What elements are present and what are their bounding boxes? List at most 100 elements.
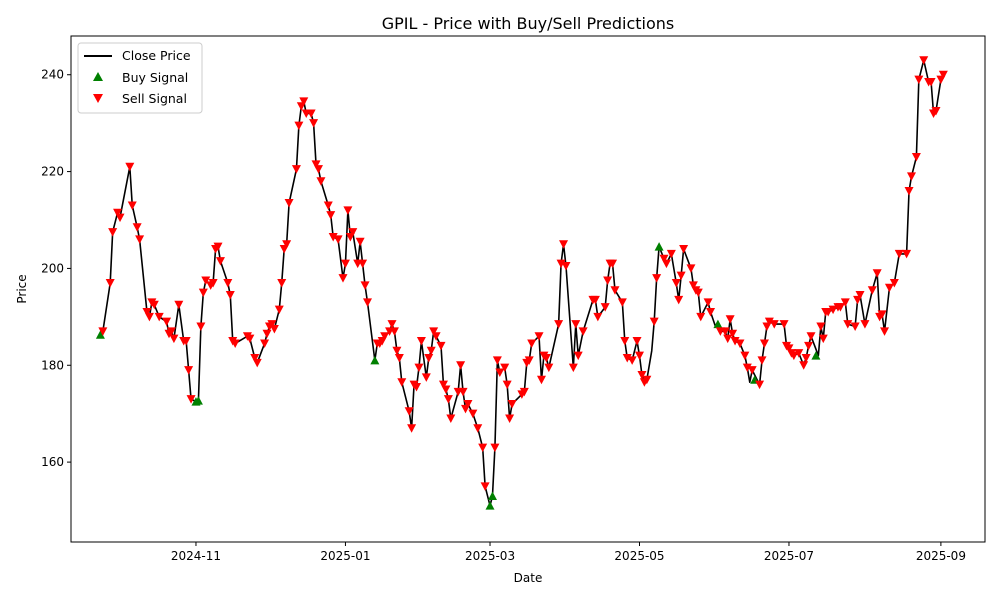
sell-signal-marker <box>938 70 948 80</box>
buy-signal-marker <box>713 319 723 329</box>
sell-signal-marker <box>490 443 500 453</box>
sell-signal-marker <box>414 363 424 373</box>
sell-signal-marker <box>252 358 262 368</box>
sell-signal-marker <box>105 278 115 288</box>
sell-signal-marker <box>463 400 473 409</box>
sell-signal-marker <box>213 242 223 252</box>
sell-signal-marker <box>225 291 235 300</box>
buy-signal-marker <box>485 501 495 510</box>
sell-signal-marker <box>362 298 372 307</box>
sell-signal-marker <box>524 356 534 365</box>
legend-buy-signal-swatch <box>93 72 103 81</box>
sell-signal-marker <box>561 262 571 271</box>
sell-signal-marker <box>676 271 686 281</box>
legend-sell-signal-label: Sell Signal <box>122 91 187 106</box>
y-tick-label: 200 <box>41 261 64 275</box>
sell-signal-marker <box>166 327 176 336</box>
sell-signal-marker <box>343 206 353 215</box>
sell-signal-marker <box>860 320 870 329</box>
y-axis: 160 180 200 220 240 <box>41 68 71 469</box>
sell-signal-marker <box>407 424 417 433</box>
sell-signal-marker <box>608 259 618 269</box>
buy-signal-marker <box>487 491 497 500</box>
sell-signal-marker <box>291 165 301 174</box>
legend-sell-signal-swatch <box>93 94 103 103</box>
sell-signal-marker <box>277 278 287 288</box>
sell-signal-marker <box>473 424 483 433</box>
sell-signal-marker <box>456 361 466 370</box>
sell-signal-marker <box>326 211 336 220</box>
sell-signal-marker <box>804 341 814 351</box>
sell-signal-marker <box>392 346 402 356</box>
sell-signal-marker <box>284 199 294 208</box>
x-axis-label: Date <box>514 571 543 585</box>
sell-signal-marker <box>600 303 610 312</box>
sell-signal-marker <box>784 344 794 353</box>
sell-signal-marker <box>169 334 179 344</box>
sell-signal-marker <box>215 257 225 266</box>
sell-signal-marker <box>671 278 681 288</box>
plot-background <box>71 36 985 542</box>
sell-signal-marker <box>245 334 255 344</box>
sell-signal-marker <box>850 322 860 332</box>
sell-signal-series <box>98 56 948 491</box>
sell-signal-marker <box>436 341 446 351</box>
sell-signal-marker <box>394 354 404 363</box>
sell-signal-marker <box>421 373 431 382</box>
sell-signal-marker <box>311 160 321 169</box>
buy-signal-marker <box>811 351 821 360</box>
sell-signal-marker <box>568 363 578 373</box>
sell-signal-marker <box>747 366 757 375</box>
x-tick-label: 2025-05 <box>614 549 664 563</box>
sell-signal-marker <box>674 295 684 305</box>
legend-box <box>77 42 203 114</box>
sell-signal-marker <box>627 356 637 365</box>
sell-signal-marker <box>536 375 546 385</box>
sell-signal-marker <box>416 337 426 346</box>
sell-signal-marker <box>914 75 924 85</box>
sell-signal-marker <box>877 310 887 319</box>
sell-signal-marker <box>703 298 713 307</box>
x-tick-label: 2024-11 <box>171 549 221 563</box>
sell-signal-marker <box>230 339 240 348</box>
sell-signal-marker <box>527 339 537 348</box>
buy-signal-marker <box>193 396 203 405</box>
sell-signal-marker <box>181 337 191 346</box>
sell-signal-marker <box>902 249 912 259</box>
sell-signal-marker <box>507 400 517 409</box>
sell-signal-marker <box>260 339 270 348</box>
sell-signal-marker <box>162 317 172 327</box>
sell-signal-marker <box>661 259 671 269</box>
sell-signal-marker <box>184 366 194 375</box>
sell-signal-marker <box>634 351 644 361</box>
sell-signal-marker <box>250 354 260 363</box>
sell-signal-marker <box>659 254 669 264</box>
sell-signal-marker <box>480 482 490 491</box>
buy-signal-marker <box>370 355 380 365</box>
sell-signal-marker <box>686 264 696 273</box>
y-tick-label: 220 <box>41 165 64 179</box>
sell-signal-marker <box>333 235 343 244</box>
plot-frame <box>70 35 986 543</box>
sell-signal-marker <box>201 276 211 286</box>
sell-signal-marker <box>360 281 370 290</box>
sell-signal-marker <box>725 315 735 324</box>
sell-signal-marker <box>441 385 451 394</box>
sell-signal-marker <box>282 240 292 249</box>
sell-signal-marker <box>818 334 828 344</box>
sell-signal-marker <box>688 281 698 290</box>
sell-signal-marker <box>884 283 894 293</box>
sell-signal-marker <box>622 354 632 363</box>
y-tick-label: 240 <box>41 68 64 82</box>
sell-signal-marker <box>828 305 838 315</box>
sell-signal-marker <box>397 378 407 387</box>
sell-signal-marker <box>559 240 569 249</box>
x-tick-label: 2025-01 <box>320 549 370 563</box>
sell-signal-marker <box>208 278 218 288</box>
sell-signal-marker <box>144 312 154 322</box>
legend-buy-signal-label: Buy Signal <box>122 70 188 85</box>
buy-signal-marker <box>95 330 105 339</box>
sell-signal-marker <box>186 395 196 404</box>
sell-signal-marker <box>696 312 706 322</box>
